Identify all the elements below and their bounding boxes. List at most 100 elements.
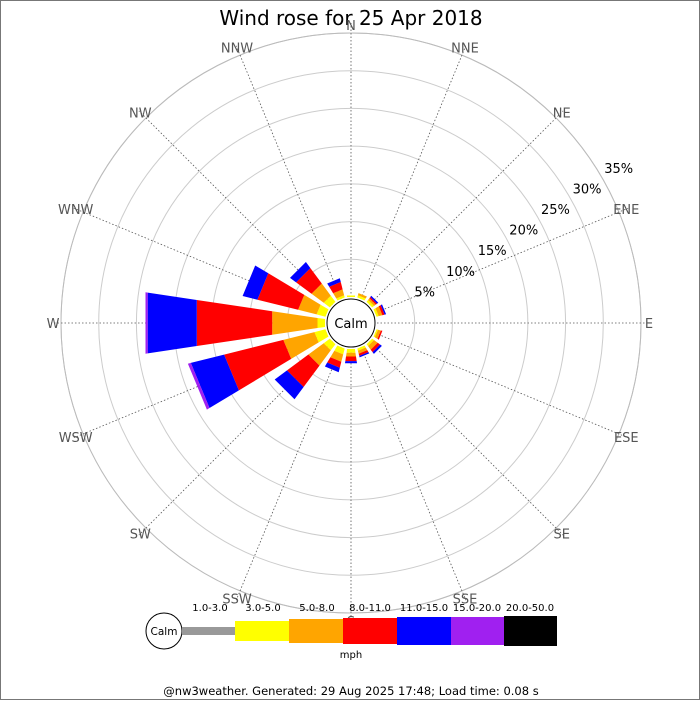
legend-swatch-11.0-15.0 (397, 617, 451, 645)
direction-label-NNW: NNW (221, 42, 253, 57)
bar-WSW-3.0-5.0 (314, 329, 329, 343)
bar-SSW-11.0-15.0 (324, 362, 340, 373)
calm-center: Calm (326, 298, 376, 348)
bar-ESE-3.0-5.0 (373, 329, 378, 338)
bar-W-8.0-11.0 (196, 300, 273, 346)
bar-ENE-3.0-5.0 (373, 308, 379, 317)
ring-label: 30% (573, 183, 602, 198)
grid-ring (135, 107, 567, 539)
bar-SSW-3.0-5.0 (334, 345, 345, 355)
polar-grid (51, 23, 651, 623)
direction-label-ENE: ENE (613, 203, 639, 218)
direction-label-SW: SW (130, 528, 151, 543)
bar-W-15.0-20.0 (145, 292, 148, 354)
legend-label-20.0-50.0: 20.0-50.0 (506, 603, 554, 614)
bar-NNW-5.0-8.0 (333, 289, 345, 299)
grid-spoke (360, 346, 467, 601)
bar-N-3.0-5.0 (346, 295, 356, 297)
bar-W-11.0-15.0 (147, 292, 197, 354)
legend-label-11.0-15.0: 11.0-15.0 (400, 603, 448, 614)
bar-NW-3.0-5.0 (323, 295, 336, 308)
footer-text: @nw3weather. Generated: 29 Aug 2025 17:4… (163, 684, 538, 698)
direction-label-NW: NW (129, 106, 152, 121)
grid-spoke (235, 346, 342, 601)
ring-label: 10% (446, 265, 475, 280)
bar-ESE-8.0-11.0 (377, 330, 383, 340)
direction-labels: NNNENEENEEESESESSESSSWSWWSWWWNWNWNNW (47, 19, 654, 630)
grid-spoke (369, 110, 564, 305)
bar-WNW-11.0-15.0 (242, 265, 269, 300)
legend-swatch-3.0-5.0 (235, 621, 289, 641)
ring-label: 35% (604, 162, 633, 177)
bar-S-11.0-15.0 (345, 361, 357, 364)
bar-SE-5.0-8.0 (368, 340, 378, 350)
bar-SSE-5.0-8.0 (357, 347, 368, 354)
bar-SW-8.0-11.0 (287, 354, 320, 387)
ring-label: 15% (478, 244, 507, 259)
legend-unit: mph (340, 650, 362, 661)
bar-NNW-3.0-5.0 (336, 295, 345, 301)
legend-label-1.0-3.0: 1.0-3.0 (192, 603, 227, 614)
bar-WSW-15.0-20.0 (187, 362, 210, 410)
direction-label-NNE: NNE (451, 42, 479, 57)
bar-WNW-5.0-8.0 (298, 294, 321, 315)
bar-SSW-5.0-8.0 (330, 350, 344, 362)
bar-SSE-3.0-5.0 (357, 345, 366, 351)
direction-label-SE: SE (553, 528, 569, 543)
ring-label: 25% (541, 203, 570, 218)
bar-NNE-5.0-8.0 (357, 293, 367, 299)
grid-spoke (369, 341, 564, 536)
direction-label-ESE: ESE (614, 431, 639, 446)
bar-WSW-11.0-15.0 (190, 354, 239, 408)
bar-NNE-3.0-5.0 (357, 295, 366, 301)
percent-labels: 5% 10%15%20%25%30%35% (414, 162, 633, 300)
ring-label: 20% (509, 224, 538, 239)
direction-label-N: N (346, 19, 356, 34)
direction-label-NE: NE (553, 106, 571, 121)
bar-SSE-8.0-11.0 (358, 350, 369, 356)
direction-label-SSE: SSE (453, 592, 478, 607)
bar-NE-11.0-15.0 (370, 295, 379, 304)
bar-NW-5.0-8.0 (311, 283, 331, 303)
direction-label-E: E (645, 317, 653, 332)
bar-NNW-11.0-15.0 (327, 278, 341, 287)
bar-ESE-5.0-8.0 (374, 329, 381, 339)
bar-SSW-8.0-11.0 (327, 357, 342, 368)
legend-calm-label: Calm (151, 626, 178, 638)
bar-S-5.0-8.0 (346, 352, 356, 357)
ring-label: 5% (414, 285, 435, 300)
bar-WNW-8.0-11.0 (257, 273, 305, 310)
legend-label-15.0-20.0: 15.0-20.0 (453, 603, 501, 614)
legend-swatch-1.0-3.0 (182, 627, 235, 635)
bar-NE-5.0-8.0 (368, 298, 376, 306)
bar-ENE-8.0-11.0 (378, 305, 385, 316)
legend-swatch-8.0-11.0 (343, 618, 397, 644)
bar-W-3.0-5.0 (317, 318, 325, 328)
bar-S-8.0-11.0 (345, 356, 357, 362)
legend-swatch-20.0-50.0 (504, 616, 557, 646)
grid-spoke (360, 45, 467, 300)
bar-W-5.0-8.0 (272, 311, 318, 335)
bar-S-3.0-5.0 (346, 349, 356, 353)
legend-label-3.0-5.0: 3.0-5.0 (245, 603, 280, 614)
bar-SE-8.0-11.0 (370, 342, 381, 353)
legend-label-5.0-8.0: 5.0-8.0 (299, 603, 334, 614)
bar-NW-8.0-11.0 (296, 268, 322, 294)
bar-ENE-5.0-8.0 (375, 306, 383, 317)
bar-NNW-8.0-11.0 (329, 282, 343, 294)
speed-legend: Calm 1.0-3.0 3.0-5.0 5.0-8.0 8.0-11.0 11.0-15… (145, 603, 557, 661)
legend-swatch-15.0-20.0 (451, 617, 504, 645)
direction-label-SSW: SSW (222, 592, 252, 607)
grid-spoke (374, 332, 629, 439)
legend-swatch-5.0-8.0 (289, 619, 343, 643)
bar-WSW-8.0-11.0 (224, 339, 292, 391)
bar-SW-3.0-5.0 (323, 338, 336, 351)
bar-SE-11.0-15.0 (372, 344, 382, 354)
bar-NE-8.0-11.0 (369, 297, 377, 305)
bar-SE-3.0-5.0 (366, 338, 374, 346)
calm-circle (326, 298, 376, 348)
direction-label-WNW: WNW (58, 203, 94, 218)
bar-WNW-3.0-5.0 (316, 304, 329, 317)
grid-spoke (235, 45, 342, 300)
